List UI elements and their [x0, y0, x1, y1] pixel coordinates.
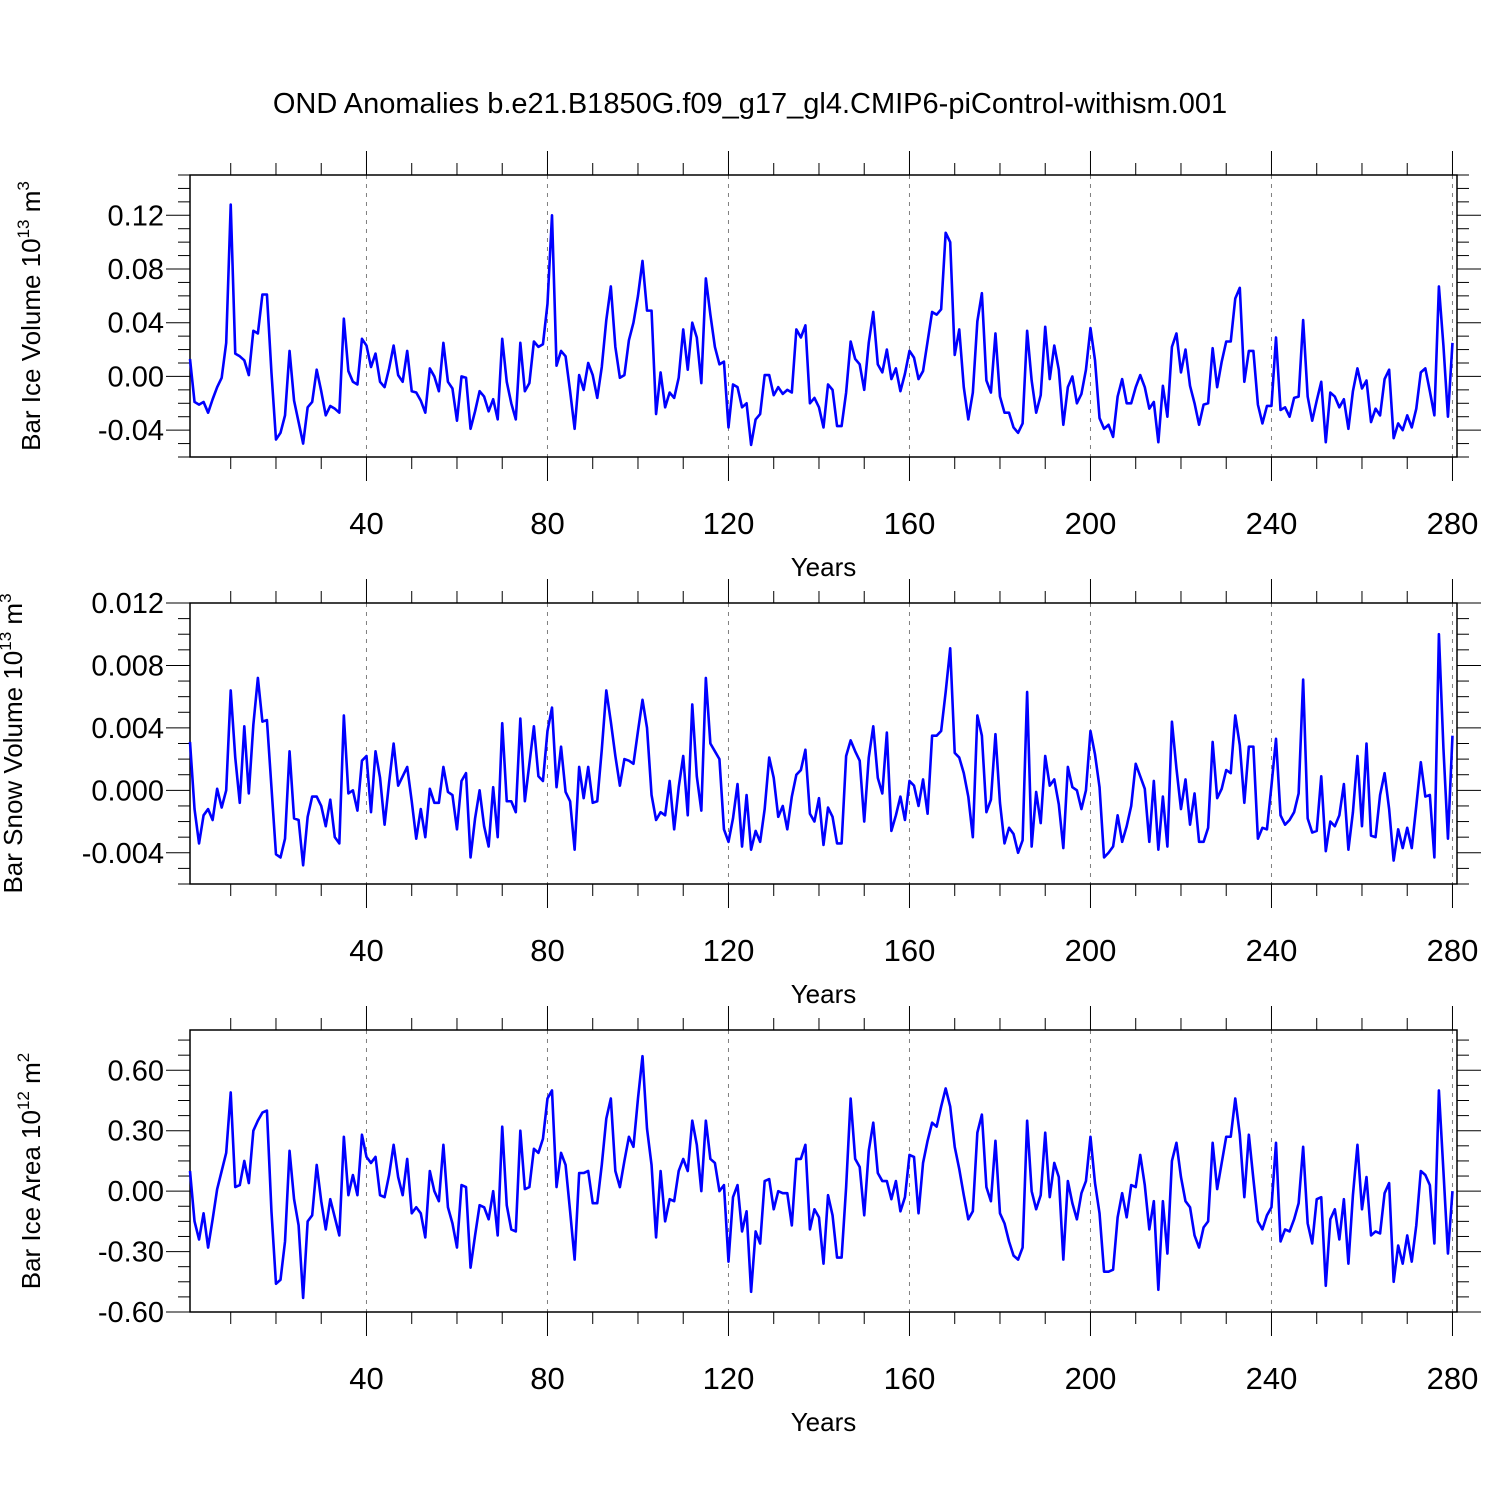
figure-title: OND Anomalies b.e21.B1850G.f09_g17_gl4.C… — [273, 88, 1227, 120]
y-tick-label: -0.60 — [98, 1297, 164, 1329]
x-tick-label: 200 — [1065, 933, 1117, 968]
y-axis-label: Bar Snow Volume 1013 m3 — [0, 593, 28, 893]
x-tick-label: 120 — [703, 1361, 755, 1396]
x-tick-label: 40 — [349, 933, 383, 968]
x-tick-label: 280 — [1427, 1361, 1479, 1396]
y-tick-label: 0.008 — [91, 650, 164, 682]
y-tick-label: 0.00 — [108, 361, 164, 393]
y-tick-label: 0.004 — [91, 713, 164, 745]
x-tick-label: 120 — [703, 933, 755, 968]
y-tick-label: -0.04 — [98, 415, 164, 447]
x-tick-label: 240 — [1246, 1361, 1298, 1396]
panel-ice-volume: -0.04 0.00 0.04 0.08 0.12 40 80 120 160 200 240 280… — [14, 151, 1481, 582]
plot-frame — [189, 174, 1458, 458]
x-tick-label: 160 — [884, 1361, 936, 1396]
x-tick-label: 200 — [1065, 506, 1117, 541]
x-tick-label: 240 — [1246, 506, 1298, 541]
x-axis-label: Years — [791, 552, 857, 582]
series-line — [188, 1054, 1454, 1300]
series-line — [188, 632, 1454, 867]
x-tick-label: 40 — [349, 1361, 383, 1396]
y-tick-label: 0.60 — [108, 1055, 164, 1087]
x-tick-label: 40 — [349, 506, 383, 541]
x-tick-label: 80 — [530, 933, 564, 968]
y-tick-label: 0.30 — [108, 1116, 164, 1148]
x-tick-label: 200 — [1065, 1361, 1117, 1396]
x-axis-label: Years — [791, 979, 857, 1009]
y-tick-label: 0.012 — [91, 588, 164, 620]
y-tick-label: -0.30 — [98, 1237, 164, 1269]
x-tick-label: 240 — [1246, 933, 1298, 968]
x-tick-label: 80 — [530, 506, 564, 541]
y-axis-label: Bar Ice Volume 1013 m3 — [14, 181, 46, 451]
y-tick-label: -0.004 — [82, 838, 164, 870]
x-tick-label: 160 — [884, 506, 936, 541]
panel-ice-area: -0.60 -0.30 0.00 0.30 0.60 40 80 120 160 200 240 28… — [14, 1006, 1481, 1437]
series-line — [188, 203, 1454, 447]
panel-snow-volume: -0.004 0.000 0.004 0.008 0.012 40 80 120 160 200 2… — [0, 579, 1481, 1009]
x-tick-label: 120 — [703, 506, 755, 541]
y-tick-label: 0.000 — [91, 775, 164, 807]
y-tick-label: 0.04 — [108, 308, 164, 340]
x-tick-label: 280 — [1427, 933, 1479, 968]
x-tick-label: 280 — [1427, 506, 1479, 541]
plot-frame — [189, 1029, 1458, 1313]
y-tick-label: 0.12 — [108, 200, 164, 232]
y-tick-label: 0.00 — [108, 1176, 164, 1208]
x-tick-label: 160 — [884, 933, 936, 968]
y-axis-label: Bar Ice Area 1012 m2 — [14, 1053, 46, 1290]
y-tick-label: 0.08 — [108, 254, 164, 286]
x-tick-label: 80 — [530, 1361, 564, 1396]
x-axis-label: Years — [791, 1407, 857, 1437]
